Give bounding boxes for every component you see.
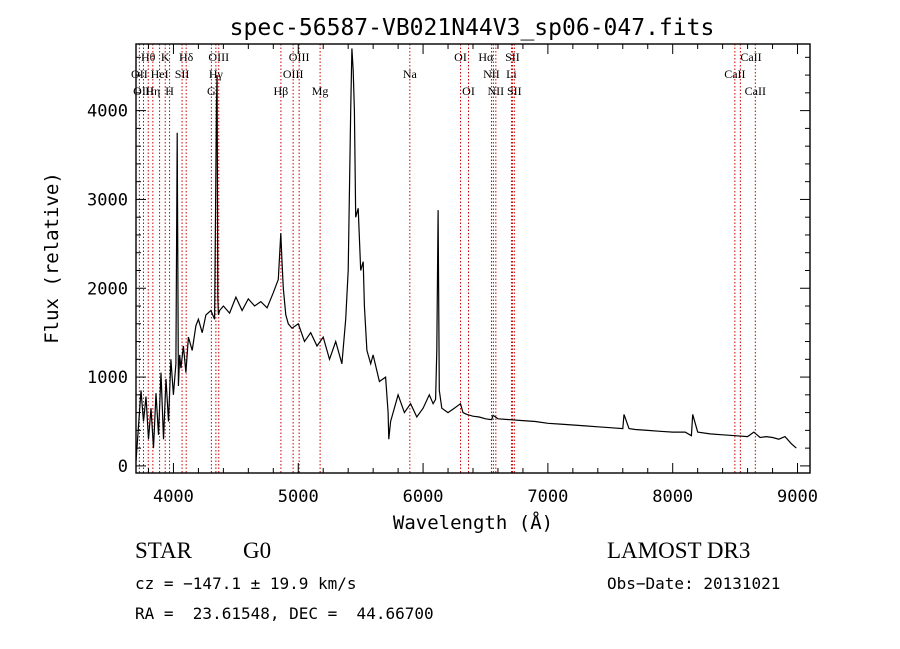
line-label-6: SII [175,67,190,81]
y-tick-label-0: 0 [118,457,128,477]
x-tick-label-1: 5000 [278,487,319,507]
line-label-13: OIII [283,67,304,81]
line-label-0: Hθ [141,50,156,64]
line-label-19: Hα [478,50,494,64]
line-label-27: CaII [745,84,766,98]
x-tick-label-5: 9000 [777,487,818,507]
line-label-8: Hδ [179,50,194,64]
object-class: STAR [135,538,192,563]
line-label-10: Hγ [209,67,224,81]
x-axis-label: Wavelength (Å) [393,511,553,534]
line-label-2: OIII [133,84,154,98]
y-axis-label: Flux (relative) [41,172,63,344]
line-label-25: CaII [740,50,761,64]
line-label-15: Mg [312,84,329,98]
x-tick-label-4: 8000 [652,487,693,507]
line-label-18: OI [462,84,475,98]
y-tick-label-1: 1000 [87,368,128,388]
line-label-22: Li [506,67,517,81]
line-label-16: Na [403,67,418,81]
x-tick-label-2: 6000 [403,487,444,507]
redshift-velocity: cz = −147.1 ± 19.9 km/s [135,574,357,593]
line-label-1: OII [131,67,148,81]
coordinates: RA = 23.61548, DEC = 44.66700 [135,604,434,623]
line-label-21: NII [483,67,500,81]
plot-frame [135,43,811,474]
x-axis: 4000 5000 6000 7000 8000 9000 [147,44,818,507]
obs-date: Obs−Date: 20131021 [607,574,781,593]
line-label-17: OI [454,50,467,64]
line-label-14: Hβ [274,84,289,98]
x-tick-label-0: 4000 [153,487,194,507]
line-marker-group [138,44,756,473]
survey-name: LAMOST DR3 [607,538,751,563]
flux-series-line [135,48,797,462]
line-label-4: HeI [151,67,169,81]
line-label-11: G [207,84,216,98]
line-label-26: CaII [724,67,745,81]
line-label-20: SII [505,50,520,64]
line-label-7: H [165,84,174,98]
y-tick-label-4: 4000 [87,102,128,122]
line-label-5: Hη [145,84,160,98]
x-tick-label-3: 7000 [527,487,568,507]
y-tick-label-3: 3000 [87,190,128,210]
line-label-24: SII [507,84,522,98]
line-label-3: K [161,50,170,64]
y-axis: 0 1000 2000 3000 4000 [87,56,810,477]
chart-title: spec-56587-VB021N44V3_sp06-047.fits [230,15,715,41]
line-label-12: OIII [289,50,310,64]
y-tick-label-2: 2000 [87,279,128,299]
line-label-23: NII [488,84,505,98]
line-label-9: OIII [208,50,229,64]
object-subclass: G0 [243,538,272,563]
